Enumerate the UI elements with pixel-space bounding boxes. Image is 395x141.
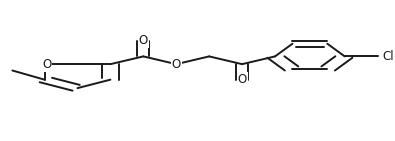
- Text: O: O: [171, 58, 181, 71]
- Text: Cl: Cl: [382, 50, 394, 63]
- Text: O: O: [139, 34, 148, 47]
- Text: O: O: [237, 73, 247, 86]
- Text: O: O: [42, 58, 51, 71]
